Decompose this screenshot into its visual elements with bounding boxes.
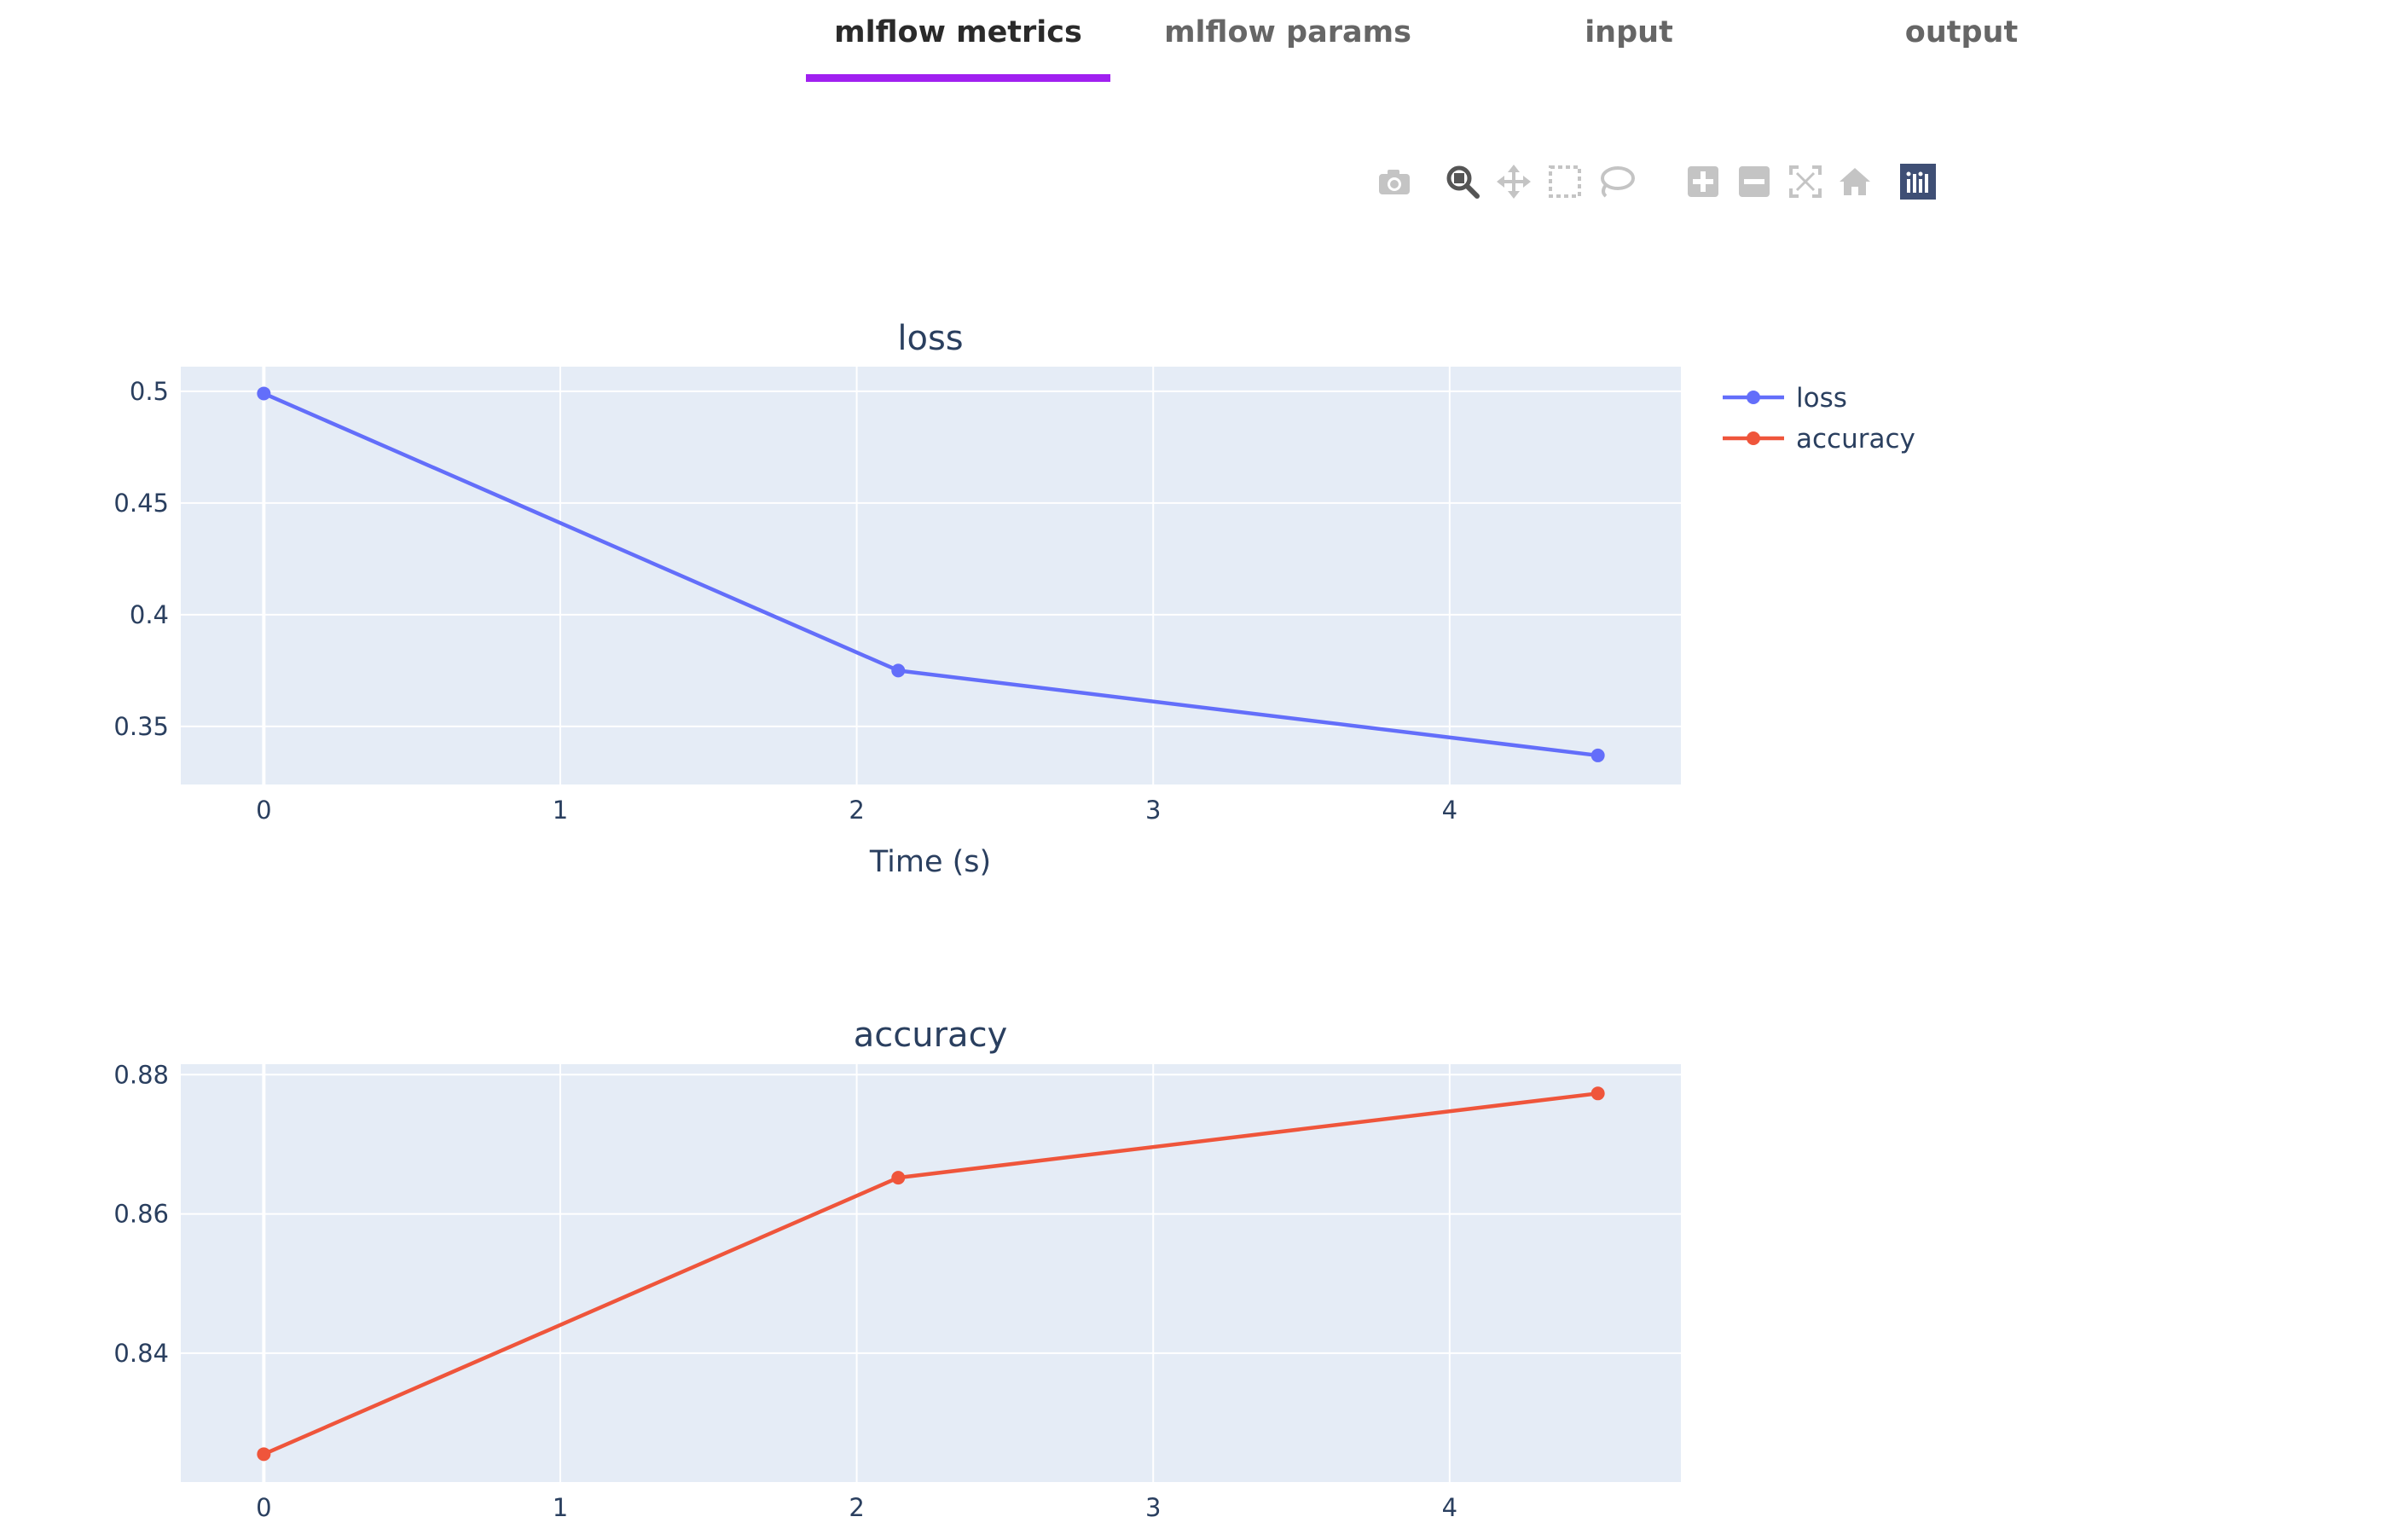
- tab-input[interactable]: input: [1585, 15, 1673, 49]
- x-tick-label: 1: [553, 1493, 568, 1522]
- legend-marker: [1747, 391, 1760, 404]
- pan-icon[interactable]: [1494, 160, 1533, 203]
- y-tick-label: 0.86: [113, 1200, 169, 1229]
- x-tick-label: 4: [1442, 1493, 1457, 1522]
- zoom-in-icon[interactable]: [1683, 160, 1723, 203]
- box-select-icon[interactable]: [1545, 160, 1585, 203]
- loss-chart-title: loss: [897, 319, 963, 358]
- y-tick-label: 0.88: [113, 1060, 169, 1089]
- x-tick-label: 0: [256, 796, 271, 825]
- loss-data-point[interactable]: [257, 386, 271, 401]
- camera-icon[interactable]: [1375, 160, 1414, 203]
- legend: loss accuracy: [1723, 383, 1915, 454]
- x-tick-label: 1: [553, 796, 568, 825]
- accuracy-subplot: accuracy 0 1 2 3 4 0.84 0.86 0.88: [113, 1016, 1681, 1522]
- tab-bar: mlflow metrics mlflow params input outpu…: [0, 0, 2393, 85]
- x-tick-label: 2: [849, 796, 864, 825]
- legend-item-loss[interactable]: loss: [1723, 383, 1847, 414]
- zoom-out-icon[interactable]: [1735, 160, 1774, 203]
- y-tick-label: 0.5: [130, 377, 169, 406]
- y-tick-label: 0.84: [113, 1339, 169, 1368]
- y-tick-label: 0.35: [113, 712, 169, 741]
- plotly-logo-icon[interactable]: [1898, 160, 1938, 203]
- x-tick-label: 4: [1442, 796, 1457, 825]
- tab-output[interactable]: output: [1904, 15, 2019, 49]
- x-tick-label: 3: [1145, 1493, 1161, 1522]
- accuracy-data-point[interactable]: [891, 1171, 906, 1185]
- loss-subplot: loss Time (s) 0 1 2 3 4 0.35 0.4 0.45 0.5: [113, 319, 1681, 879]
- loss-data-point[interactable]: [1591, 748, 1605, 762]
- legend-label: accuracy: [1796, 424, 1915, 454]
- loss-data-point[interactable]: [891, 663, 906, 678]
- plot-modebar: [1375, 160, 1938, 203]
- accuracy-data-point[interactable]: [257, 1447, 271, 1462]
- x-tick-label: 3: [1145, 796, 1161, 825]
- x-tick-label: 0: [256, 1493, 271, 1522]
- tab-mlflow-metrics[interactable]: mlflow metrics: [834, 15, 1082, 49]
- plot-area[interactable]: [181, 1064, 1681, 1482]
- legend-label: loss: [1796, 383, 1847, 414]
- tab-mlflow-params[interactable]: mlflow params: [1164, 15, 1411, 49]
- x-axis-title: Time (s): [869, 845, 991, 879]
- x-tick-label: 2: [849, 1493, 864, 1522]
- home-icon[interactable]: [1835, 160, 1874, 203]
- y-tick-label: 0.4: [130, 600, 169, 629]
- zoom-icon[interactable]: [1443, 160, 1482, 203]
- active-tab-indicator: [806, 74, 1110, 82]
- lasso-select-icon[interactable]: [1596, 160, 1636, 203]
- accuracy-data-point[interactable]: [1591, 1086, 1605, 1101]
- autoscale-icon[interactable]: [1786, 160, 1825, 203]
- plot-area[interactable]: [181, 367, 1681, 784]
- legend-marker: [1747, 431, 1760, 445]
- legend-item-accuracy[interactable]: accuracy: [1723, 424, 1915, 454]
- y-tick-label: 0.45: [113, 489, 169, 518]
- accuracy-chart-title: accuracy: [854, 1016, 1007, 1055]
